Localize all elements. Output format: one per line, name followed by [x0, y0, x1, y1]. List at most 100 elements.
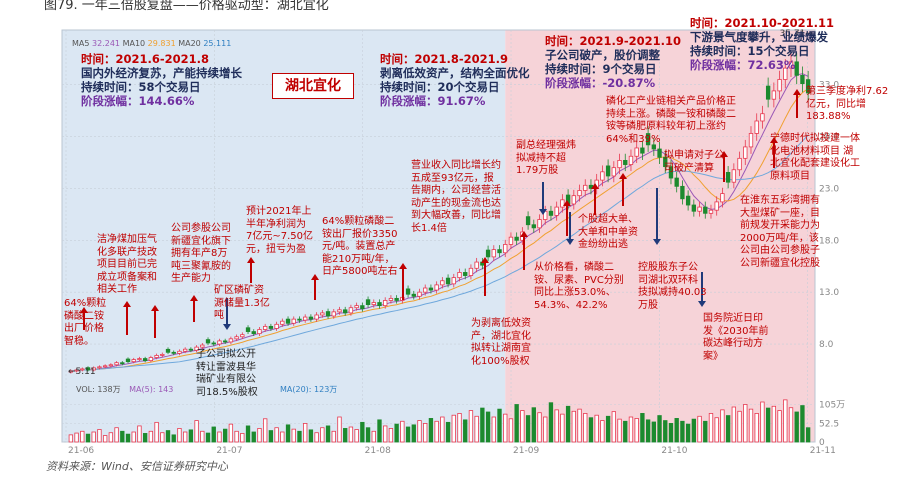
- volume-bar: [371, 430, 376, 443]
- candle-body: [125, 358, 131, 363]
- candle-body: [651, 144, 656, 150]
- candle-body: [548, 210, 554, 216]
- candle-body: [428, 287, 434, 291]
- up-arrow-head: [399, 263, 407, 269]
- volume-bar: [800, 405, 805, 443]
- volume-bar: [423, 423, 428, 443]
- candle-body: [754, 120, 759, 134]
- volume-bar: [651, 421, 656, 443]
- volume-bar: [142, 433, 148, 443]
- y-tick-label: 18.0: [819, 236, 839, 246]
- candle-body: [343, 309, 348, 314]
- annotation-13: 控股股东子公 司湖北双环科 技拟减持40.03 万股: [638, 262, 707, 312]
- volume-bar: [177, 428, 182, 443]
- ma10-line: [70, 88, 809, 372]
- volume-bar: [777, 410, 782, 443]
- volume-bar: [537, 412, 542, 443]
- candle-body: [508, 236, 514, 245]
- annotation-15-line: 司18.5%股权: [196, 386, 258, 398]
- annotation-7-line: 营业收入同比增长约: [411, 160, 501, 171]
- annotation-6-line: 64%颗粒磷酸二: [322, 216, 395, 227]
- candle-body: [148, 357, 154, 362]
- candle-body: [423, 287, 428, 293]
- up-arrow-head: [793, 89, 801, 95]
- candle-body: [245, 327, 251, 332]
- candle-body: [74, 369, 79, 372]
- candle-body: [463, 272, 468, 276]
- candle-body: [514, 236, 519, 241]
- candle-body: [737, 157, 742, 171]
- phase-2-time: 时间：2021.8-2021.9: [380, 52, 509, 66]
- volume-bar: [691, 418, 697, 443]
- annotation-16-line: 亿元，同比增: [806, 98, 866, 110]
- candle-body: [468, 267, 474, 276]
- volume-bar: [74, 432, 79, 443]
- phase-1-desc: 国内外经济复苏，产能持续增长: [81, 66, 242, 80]
- candle-body: [537, 219, 542, 229]
- annotation-16: 第三季度净利7.62 亿元，同比增 183.88%: [806, 86, 888, 124]
- candle-body: [405, 288, 411, 295]
- annotation-4-line: 元，扭亏为盈: [246, 243, 306, 255]
- annotation-19-line: 国务院近日印: [703, 313, 763, 324]
- candle-body: [491, 249, 496, 258]
- candle-body: [714, 201, 719, 211]
- x-tick-label: 21-09: [513, 446, 539, 456]
- candle-body: [617, 160, 622, 169]
- volume-bar: [674, 418, 679, 443]
- annotation-10-line: 大单和中单资: [578, 226, 638, 238]
- phase-2-box: 时间：2021.8-2021.9 剥离低效资产，结构全面优化 持续时间：20个交…: [380, 52, 530, 108]
- annotation-6-line: 日产5800吨左右: [322, 266, 398, 277]
- volume-bar: [645, 419, 651, 443]
- annotation-3: 公司参股公司 新疆宜化旗下 拥有年产8万 吨三聚氰胺的 生产能力: [171, 223, 231, 286]
- annotation-2-line: 项目目前已完: [97, 259, 157, 270]
- annotation-7-line: 五成至93亿元，报: [411, 172, 494, 184]
- annotation-18-line: 公司由公司参股子: [740, 245, 820, 256]
- candle-body: [188, 348, 194, 351]
- annotation-1-line: 智稳。: [64, 335, 94, 347]
- annotation-14-line: 产，湖北宜化: [471, 330, 531, 342]
- volume-bar: [531, 407, 536, 443]
- candle-body: [457, 272, 462, 279]
- candle-body: [497, 249, 502, 254]
- candle-body: [285, 318, 291, 324]
- phase-3-gain: 阶段涨幅：-20.87%: [545, 76, 656, 90]
- candle-body: [720, 193, 725, 203]
- volume-bar: [228, 423, 234, 443]
- annotation-15: 子公司拟公开 转让雷波县华 瑞矿业有限公 司18.5%股权: [196, 349, 258, 399]
- volume-bar: [280, 431, 285, 443]
- candle-body: [445, 277, 451, 285]
- candle-body: [731, 169, 737, 183]
- volume-bar: [171, 434, 176, 443]
- annotation-16-line: 183.88%: [806, 111, 851, 122]
- annotation-12: 从价格看，磷酸二 铵、尿素、PVC分别 同比上涨53.0%、 54.3%、42.2%: [534, 262, 624, 312]
- candle-body: [600, 171, 605, 181]
- phase-1-days: 持续时间：58个交易日: [81, 80, 201, 94]
- annotation-14-line: 拟转让湖南宜: [471, 343, 531, 354]
- phase-bg-red: [505, 30, 815, 442]
- volume-bar: [188, 429, 194, 443]
- annotation-3-line: 新疆宜化旗下: [171, 235, 231, 247]
- vol-ma20-label: MA(20): 123万: [280, 385, 338, 394]
- phase-1-gain: 阶段涨幅：144.66%: [81, 94, 195, 108]
- candle-body: [240, 334, 245, 338]
- vol-ma5-label: MA(5): 143: [129, 385, 174, 394]
- up-arrow-head: [770, 137, 778, 143]
- candle-body: [102, 365, 108, 368]
- candle-body: [474, 261, 479, 269]
- volume-bar: [703, 420, 708, 443]
- annotation-4-line: 预计2021年上: [246, 206, 312, 217]
- candle-body: [383, 300, 388, 307]
- annotation-11-line: 司破产清算: [664, 162, 714, 174]
- volume-legend: VOL: 138万 MA(5): 143: [76, 384, 173, 395]
- ma5-line: [70, 73, 809, 372]
- annotation-10-line: 金纷纷出逃: [578, 239, 628, 250]
- candle-body: [525, 216, 531, 226]
- ma5-value: 32.241: [92, 39, 121, 48]
- down-arrow-head: [223, 324, 231, 330]
- volume-bar: [325, 425, 331, 443]
- candle-body: [303, 316, 308, 321]
- volume-bar: [297, 430, 302, 443]
- candle-body: [291, 318, 296, 324]
- up-arrow-head: [247, 257, 255, 263]
- candle-body: [691, 204, 697, 212]
